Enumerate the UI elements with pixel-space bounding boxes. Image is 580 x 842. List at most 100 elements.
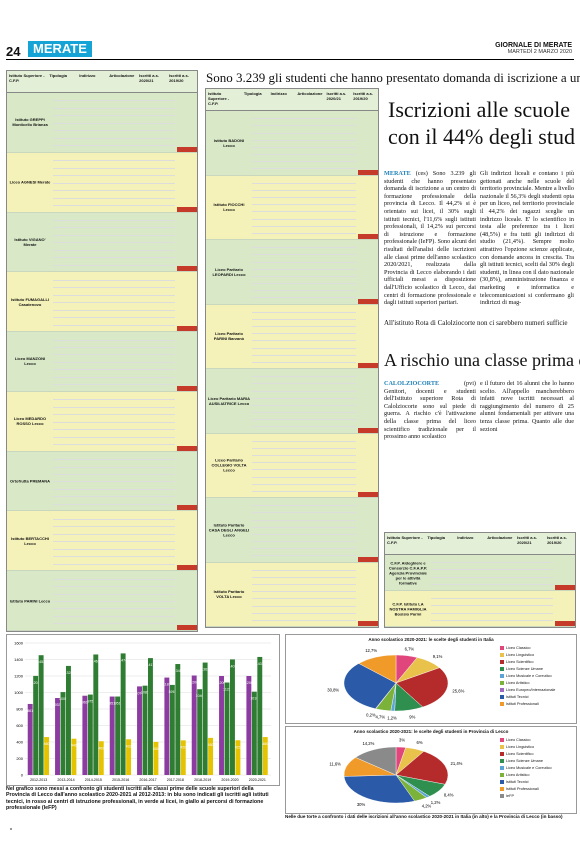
bar <box>60 692 66 775</box>
table-rule <box>53 242 175 244</box>
bar <box>262 737 268 775</box>
table-rule <box>252 426 356 428</box>
bar <box>71 738 77 775</box>
legend-swatch <box>500 780 504 784</box>
legend-swatch <box>500 794 504 798</box>
table-rule <box>53 175 175 177</box>
table-rule <box>53 593 175 595</box>
table-rule <box>252 483 356 485</box>
table-row: C.F.P. Aldeghiere e Consorzio C.F.A.P.P.… <box>385 555 575 591</box>
total-cell <box>177 146 197 152</box>
slice-label: 4,7% <box>376 714 386 719</box>
school-name: Istituto VIGANO' Merate <box>14 236 46 247</box>
table-rule <box>252 168 356 170</box>
y-tick-label: 1400 <box>14 657 24 662</box>
table-rule <box>53 115 175 117</box>
table-header-cell: Iscritti a.s. 2020/21 <box>326 91 347 101</box>
paper-name: GIORNALE DI MERATE <box>495 42 572 49</box>
table-rule <box>431 598 553 600</box>
table-rule <box>252 440 356 442</box>
school-name: Liceo MEDARDO ROSSO Lecco <box>13 416 47 427</box>
slice-label: 6% <box>417 740 423 745</box>
table-rule <box>252 397 356 399</box>
table-rule <box>252 455 356 456</box>
page-marker <box>10 828 12 830</box>
total-cell <box>177 206 197 212</box>
data-label: 961 <box>82 701 88 705</box>
article-column-1: MERATE (ces) Sono 3.239 gli studenti che… <box>384 170 476 307</box>
table-rule <box>252 189 356 191</box>
table-header: Istituto Superiore - C.F.P. Tipologia Indi… <box>7 71 197 93</box>
table-rule <box>252 347 356 349</box>
bar <box>33 675 39 775</box>
table-rule <box>252 619 356 621</box>
table-rule <box>252 318 356 320</box>
school-name: Istituto Paritario VOLTA Lecco <box>213 589 245 600</box>
table-rule <box>252 261 356 263</box>
legend-entry: Liceo Scientifico <box>500 751 552 758</box>
table-rule <box>53 608 175 610</box>
school-name: Istituto BERTACCHI Lecco <box>11 535 49 546</box>
table-row: Liceo MEDARDO ROSSO Lecco <box>7 391 197 452</box>
x-tick-label: 2012-2013 <box>30 778 47 782</box>
table-row: Istituto BADONI Lecco <box>206 111 378 176</box>
table-rule <box>252 541 356 542</box>
table-rule <box>53 586 175 588</box>
table-row: Istituto GREPPI Monticello Brianza <box>7 93 197 153</box>
table-rule <box>252 197 356 198</box>
legend-swatch <box>500 688 504 692</box>
legend-swatch <box>500 695 504 699</box>
table-rule <box>252 605 356 607</box>
x-tick-label: 2015-2016 <box>112 778 129 782</box>
pie-title: Anno scolastico 2020-2021: le scelte deg… <box>353 729 509 734</box>
bar <box>257 656 263 775</box>
data-label: 1010 <box>250 697 258 701</box>
table-header-cell: Articolazione <box>109 73 135 78</box>
table-rule <box>252 526 356 528</box>
data-label: 951 <box>115 702 121 706</box>
y-tick-label: 800 <box>16 707 23 712</box>
table-header-cell: Tipologia <box>427 535 446 540</box>
table-left: Istituto Superiore - C.F.P. Tipologia Indi… <box>6 70 198 632</box>
slice-label: 12,7% <box>365 648 377 653</box>
masthead: GIORNALE DI MERATE MARTEDÌ 2 MARZO 2020 <box>495 42 572 55</box>
total-cell <box>177 326 197 332</box>
data-label: 1417 <box>146 663 154 667</box>
table-rule <box>252 290 356 292</box>
legend-label: Liceo Europeo/Internazionale <box>506 688 556 692</box>
slice-label: 1,2% <box>431 800 441 805</box>
table-rule <box>431 619 553 621</box>
table-rule <box>252 361 356 363</box>
table-rule <box>53 533 175 535</box>
bar <box>126 739 132 775</box>
data-label: 1121 <box>223 688 231 692</box>
total-cell <box>358 621 378 626</box>
table-row: Liceo Paritario LEOPARDI Lecco <box>206 240 378 305</box>
data-label: 1401 <box>228 664 236 668</box>
table-rule <box>252 139 356 141</box>
table-rule <box>53 541 175 543</box>
table-row: Liceo AGNESI Merate <box>7 152 197 213</box>
bar <box>246 676 252 775</box>
table-header-cell: Iscritti a.s. 2019/20 <box>353 91 374 101</box>
legend-swatch <box>500 738 504 742</box>
legend-label: Istituti Tecnici <box>506 780 529 784</box>
pie-chart-lecco: 3% 6% 21,4% 8,4%1,2%4,2% 30% 11,6% 14,2% <box>329 738 462 809</box>
legend-swatch <box>500 660 504 664</box>
table-rule <box>252 326 356 327</box>
legend-swatch <box>500 759 504 763</box>
data-label: 1461 <box>92 659 100 663</box>
data-label: 409 <box>98 746 104 750</box>
school-name: Istituto Paritario CASA DEGLI ANGELI Lec… <box>208 522 250 538</box>
table-rule <box>53 399 175 401</box>
table-rule <box>431 612 553 614</box>
table-rule <box>252 569 356 571</box>
table-rule <box>252 591 356 593</box>
bar <box>27 703 33 775</box>
legend-swatch <box>500 667 504 671</box>
bar <box>55 698 60 775</box>
table-rule <box>53 518 175 520</box>
bar <box>202 662 208 775</box>
table-header-cell: Istituto Superiore - C.F.P. <box>9 73 45 83</box>
legend-label: IeFP <box>506 794 515 798</box>
